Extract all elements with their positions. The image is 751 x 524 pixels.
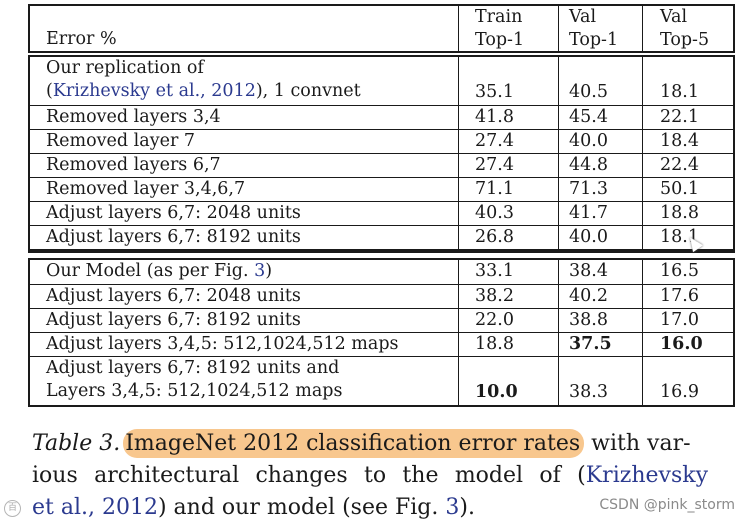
watermark-text: CSDN @pink_storm — [599, 497, 735, 513]
citation-link-cont[interactable]: et al., 2012 — [32, 495, 158, 520]
header-error-label: Error % — [46, 29, 117, 49]
citation-link[interactable]: Krizhevsky et al., 2012 — [52, 81, 256, 101]
table-row: Removed layer 7 27.4 40.0 18.4 — [30, 129, 733, 153]
table-row: Removed layers 3,4 41.8 45.4 22.1 — [30, 105, 733, 129]
header-train-top1: Train Top-1 — [458, 6, 558, 51]
citation-link[interactable]: Krizhevsky — [585, 463, 708, 488]
table-caption: Table 3. ImageNet 2012 classification er… — [32, 429, 708, 520]
table-row: Adjust layers 3,4,5: 512,1024,512 maps 1… — [30, 332, 733, 356]
table-section-replication: Our replication of (Krizhevsky et al., 2… — [28, 55, 735, 251]
table-row: Adjust layers 6,7: 2048 units 38.2 40.2 … — [30, 284, 733, 308]
baidu-icon: 百 — [4, 500, 21, 517]
highlighted-text: ImageNet 2012 classification error rates — [123, 429, 585, 458]
table-section-our-model: Our Model (as per Fig. 3) 33.1 38.4 16.5… — [28, 258, 735, 407]
best-train-top1: 10.0 — [475, 382, 518, 402]
table-row: Removed layer 3,4,6,7 71.1 71.3 50.1 — [30, 177, 733, 201]
double-rule — [28, 251, 735, 253]
header-val-top1: Val Top-1 — [558, 6, 642, 51]
caption-label: Table 3. — [32, 431, 121, 456]
table-row: Adjust layers 6,7: 8192 units and Layers… — [30, 356, 733, 405]
table-header: Error % Train Top-1 Val Top-1 Val Top-5 — [28, 4, 735, 53]
header-label-cell: Error % — [30, 6, 458, 51]
best-val-top1: 37.5 — [558, 333, 642, 356]
table-row: Our replication of (Krizhevsky et al., 2… — [30, 57, 733, 105]
figure-ref-link[interactable]: 3 — [445, 495, 460, 520]
table-row: Removed layers 6,7 27.4 44.8 22.4 — [30, 153, 733, 177]
figure-ref-link[interactable]: 3 — [254, 261, 266, 281]
table-row: Adjust layers 6,7: 8192 units 26.8 40.0 … — [30, 225, 733, 249]
best-val-top5: 16.0 — [642, 333, 733, 356]
header-val-top5: Val Top-5 — [642, 6, 733, 51]
table-row: Adjust layers 6,7: 2048 units 40.3 41.7 … — [30, 201, 733, 225]
table-row: Adjust layers 6,7: 8192 units 22.0 38.8 … — [30, 308, 733, 332]
table-row: Our Model (as per Fig. 3) 33.1 38.4 16.5 — [30, 260, 733, 284]
